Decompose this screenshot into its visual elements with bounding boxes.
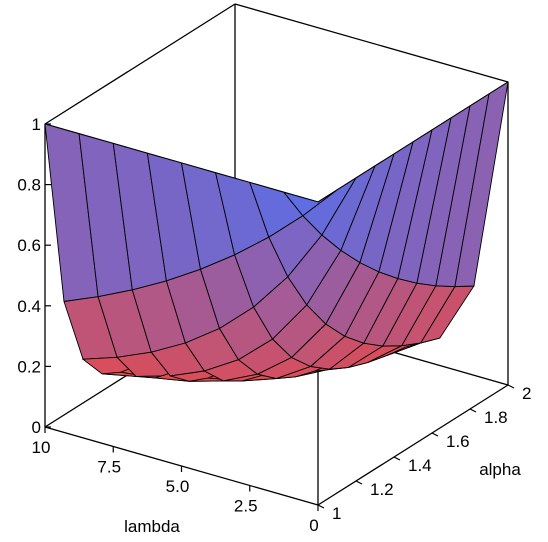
alpha-tick-mark [431,432,439,437]
alpha-tick-label: 1.8 [484,408,508,427]
alpha-tick-mark [507,384,515,389]
lambda-tick-label: 0 [309,516,318,535]
box-edge [234,3,509,83]
lambda-axis-label: lambda [124,517,180,536]
box-edge [44,3,236,125]
alpha-tick-mark [393,456,401,461]
lambda-tick-label: 5.0 [166,477,190,496]
alpha-tick-label: 1.2 [370,480,394,499]
lambda-axis-ticks: 10 7.5 5.0 2.5 0 [32,427,319,535]
z-tick-label: 0.8 [17,176,41,195]
surface-patch [454,81,509,288]
z-tick-label: 0 [32,418,41,437]
z-tick-label: 0.4 [17,297,41,316]
alpha-axis-ticks: 1 1.2 1.4 1.6 1.8 2 [317,384,531,523]
alpha-tick-label: 1.6 [446,432,470,451]
z-tick-label: 0.2 [17,357,41,376]
z-tick-label: 0.6 [17,236,41,255]
lambda-tick-label: 2.5 [234,497,258,516]
lambda-tick-label: 7.5 [97,458,121,477]
alpha-axis-label: alpha [479,460,521,479]
alpha-tick-label: 2 [522,384,531,403]
alpha-tick-mark [469,408,477,413]
alpha-tick-label: 1 [332,504,341,523]
box-edge [317,384,509,506]
z-tick-label: 1 [32,115,41,134]
surface-mesh [44,81,509,382]
z-axis-ticks: 0 0.2 0.4 0.6 0.8 1 [17,115,51,437]
lambda-tick-label: 10 [32,438,51,457]
alpha-tick-mark [355,480,363,485]
alpha-tick-mark [317,504,325,509]
alpha-tick-label: 1.4 [408,456,432,475]
